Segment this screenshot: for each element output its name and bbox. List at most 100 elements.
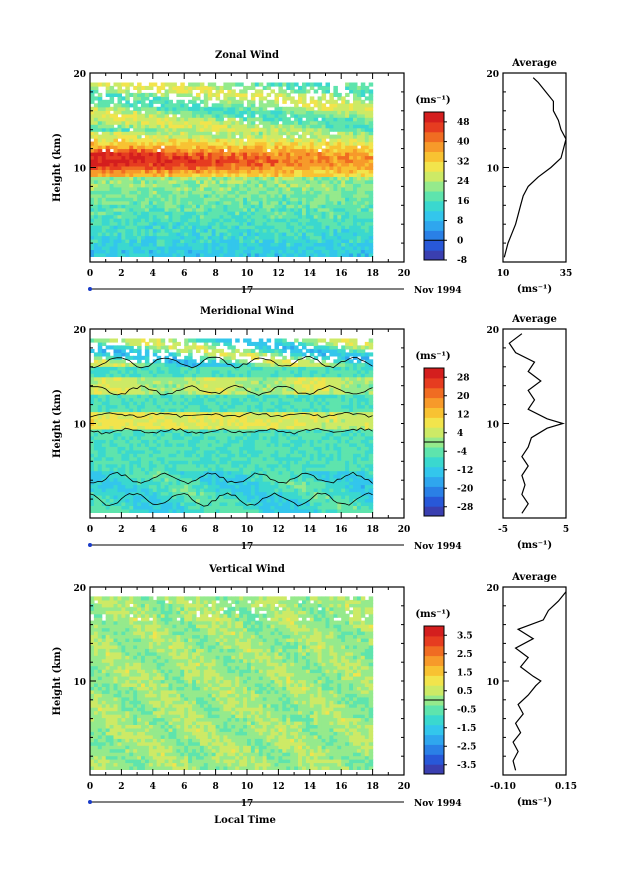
heatmap-cell xyxy=(364,186,370,191)
heatmap-cell xyxy=(227,218,232,223)
heatmap-cell xyxy=(317,172,323,177)
heatmap-cell xyxy=(207,148,213,153)
heatmap-cell xyxy=(317,141,323,146)
heatmap-cell xyxy=(192,179,197,184)
heatmap-cell xyxy=(101,131,107,136)
heatmap-cell xyxy=(345,186,350,191)
heatmap-cell xyxy=(152,369,158,374)
heatmap-cell xyxy=(235,155,240,160)
heatmap-cell xyxy=(105,242,111,247)
heatmap-cell xyxy=(160,449,166,454)
heatmap-cell xyxy=(286,249,291,254)
heatmap-cell xyxy=(305,218,311,223)
heatmap-cell xyxy=(294,131,299,136)
heatmap-cell xyxy=(133,103,138,108)
heatmap-cell xyxy=(203,221,209,226)
heatmap-cell xyxy=(144,352,150,357)
heatmap-cell xyxy=(97,249,103,254)
heatmap-cell xyxy=(141,408,146,413)
heatmap-cell xyxy=(93,232,99,237)
heatmap-cell xyxy=(309,138,315,143)
heatmap-cell xyxy=(137,89,142,94)
colorbar-swatch xyxy=(424,131,444,143)
heatmap-cell xyxy=(333,103,338,108)
heatmap-cell xyxy=(141,362,146,367)
heatmap-cell xyxy=(93,394,99,399)
heatmap-cell xyxy=(160,165,166,170)
heatmap-cell xyxy=(137,439,142,444)
heatmap-cell xyxy=(243,197,248,202)
heatmap-cell xyxy=(360,245,366,250)
heatmap-cell xyxy=(109,505,115,510)
heatmap-cell xyxy=(294,103,299,108)
heatmap-cell xyxy=(254,228,260,233)
heatmap-cell xyxy=(223,252,228,257)
heatmap-cell xyxy=(188,238,193,243)
heatmap-cell xyxy=(137,245,142,250)
heatmap-cell xyxy=(176,145,181,150)
heatmap-cell xyxy=(93,235,99,240)
heatmap-cell xyxy=(117,460,122,465)
heatmap-cell xyxy=(345,106,350,111)
heatmap-cell xyxy=(141,186,146,191)
heatmap-cell xyxy=(93,159,99,164)
heatmap-cell xyxy=(223,211,228,216)
heatmap-cell xyxy=(93,200,99,205)
heatmap-cell xyxy=(192,238,197,243)
heatmap-cell xyxy=(203,345,209,350)
heatmap-cell xyxy=(235,207,240,212)
heatmap-cell xyxy=(305,162,311,167)
heatmap-cell xyxy=(172,474,177,479)
heatmap-cell xyxy=(364,155,370,160)
heatmap-cell xyxy=(188,380,193,385)
heatmap-cell xyxy=(152,124,158,129)
heatmap-cell xyxy=(160,369,166,374)
heatmap-cell xyxy=(235,145,240,150)
heatmap-cell xyxy=(148,92,154,97)
heatmap-cell xyxy=(227,117,232,122)
heatmap-cell xyxy=(278,106,283,111)
heatmap-cell xyxy=(199,481,205,486)
heatmap-cell xyxy=(333,242,338,247)
heatmap-cell xyxy=(215,249,221,254)
heatmap-cell xyxy=(278,204,283,209)
heatmap-cell xyxy=(203,505,209,510)
heatmap-cell xyxy=(282,162,287,167)
heatmap-cell xyxy=(192,127,197,132)
heatmap-cell xyxy=(192,193,197,198)
heatmap-cell xyxy=(298,186,303,191)
heatmap-cell xyxy=(219,179,224,184)
heatmap-cell xyxy=(219,120,224,125)
heatmap-cell xyxy=(333,110,338,115)
heatmap-cell xyxy=(278,89,283,94)
heatmap-cell xyxy=(329,145,334,150)
heatmap-cell xyxy=(148,366,154,371)
heatmap-cell xyxy=(101,432,107,437)
heatmap-cell xyxy=(360,110,366,115)
heatmap-cell xyxy=(282,228,287,233)
heatmap-cell xyxy=(180,245,185,250)
heatmap-cell xyxy=(341,169,346,174)
heatmap-cell xyxy=(353,96,358,101)
heatmap-cell xyxy=(270,99,275,104)
heatmap-cell xyxy=(345,176,350,181)
heatmap-cell xyxy=(180,113,185,118)
heatmap-cell xyxy=(360,176,366,181)
heatmap-cell xyxy=(254,172,260,177)
heatmap-cell xyxy=(129,183,134,188)
heatmap-cell xyxy=(349,197,354,202)
heatmap-cell xyxy=(172,494,177,499)
heatmap-cell xyxy=(117,200,122,205)
heatmap-cell xyxy=(231,138,236,143)
heatmap-cell xyxy=(93,110,99,115)
heatmap-cell xyxy=(203,211,209,216)
heatmap-cell xyxy=(368,183,374,188)
y-axis-label: Height (km) xyxy=(52,133,63,202)
heatmap-cell xyxy=(360,165,366,170)
heatmap-cell xyxy=(164,96,170,101)
heatmap-cell xyxy=(353,176,358,181)
heatmap-cell xyxy=(141,401,146,406)
heatmap-cell xyxy=(258,82,264,87)
heatmap-cell xyxy=(93,245,99,250)
heatmap-cell xyxy=(152,207,158,212)
